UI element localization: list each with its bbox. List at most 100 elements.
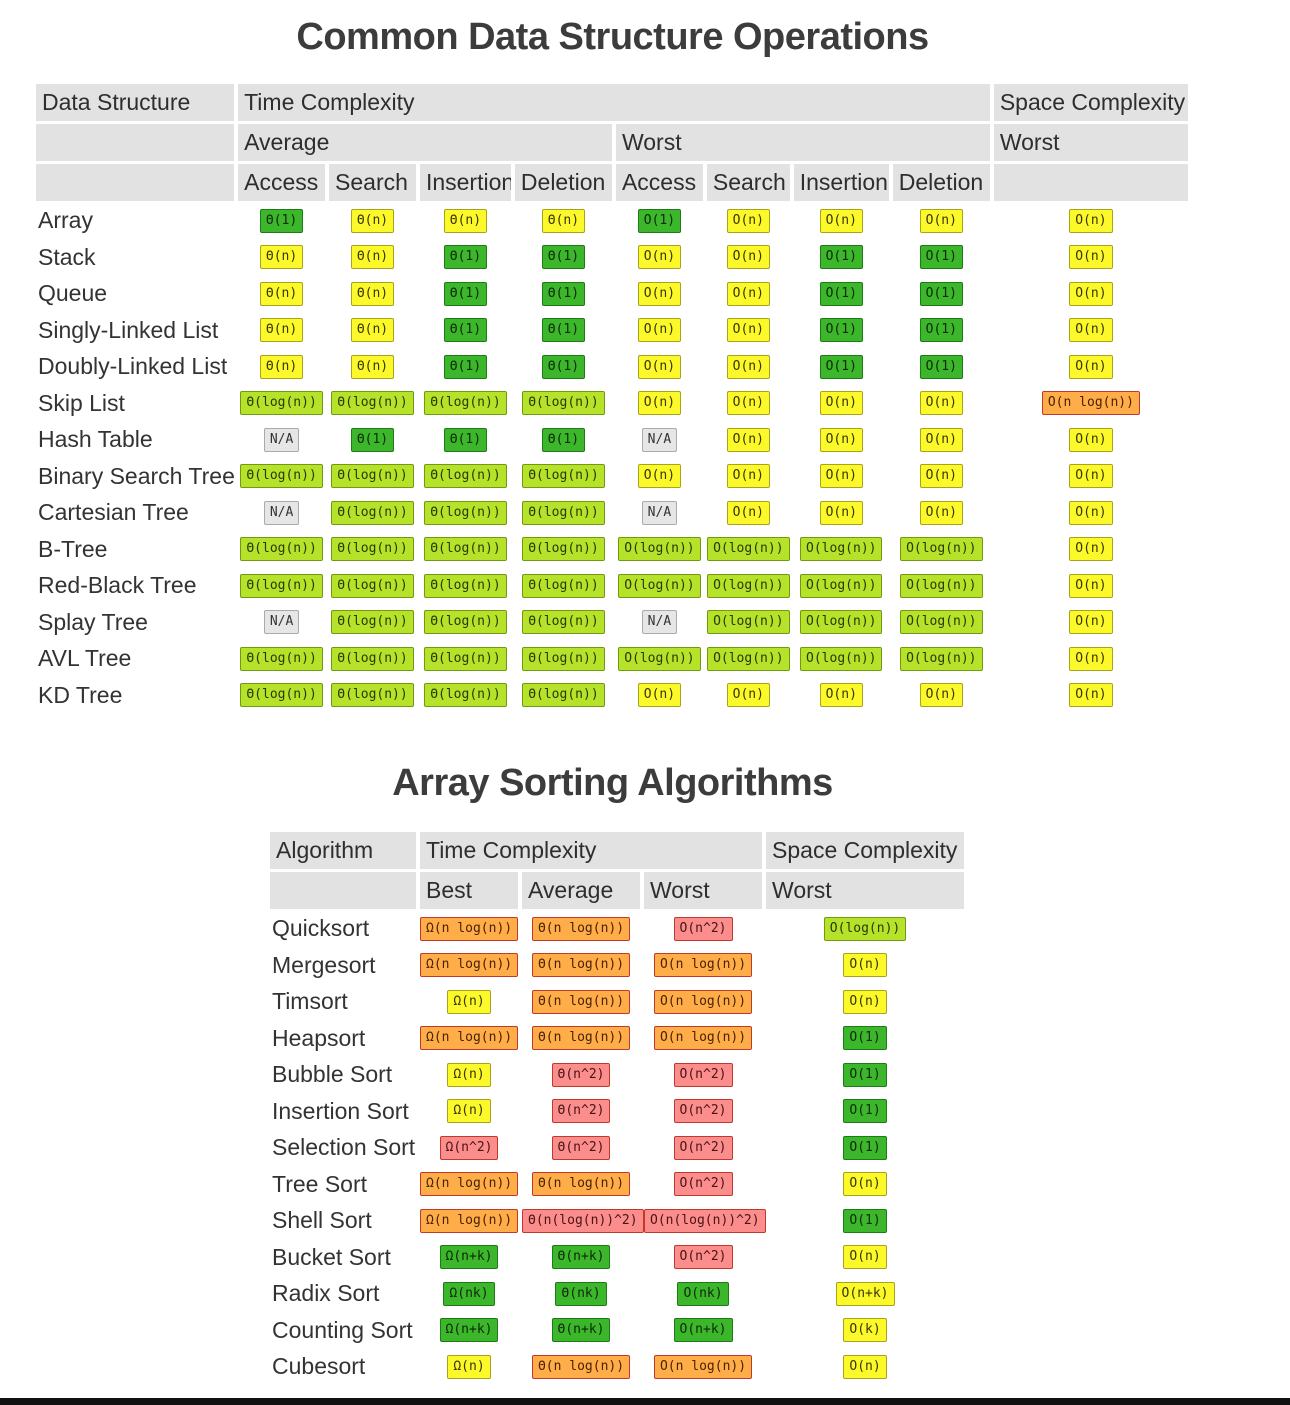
table-row: Bubble Sort Ω(n) Θ(n^2) O(n^2) O(1) bbox=[270, 1058, 964, 1092]
complexity-badge: O(n) bbox=[919, 208, 963, 233]
header-avg-deletion: Deletion bbox=[514, 164, 612, 201]
complexity-badge: O(1) bbox=[819, 318, 863, 343]
complexity-cell: O(n) bbox=[616, 387, 703, 421]
row-label: AVL Tree bbox=[38, 645, 132, 672]
complexity-badge: Θ(log(n)) bbox=[240, 646, 323, 671]
complexity-cell: O(n) bbox=[707, 277, 790, 311]
complexity-cell: N/A bbox=[238, 423, 325, 457]
complexity-cell: O(1) bbox=[616, 204, 703, 238]
complexity-badge: Ω(nk) bbox=[443, 1281, 495, 1306]
table-row: Cubesort Ω(n) Θ(n log(n)) O(n log(n)) O(n) bbox=[270, 1350, 964, 1384]
complexity-cell: O(log(n)) bbox=[707, 642, 790, 676]
row-label: Shell Sort bbox=[272, 1207, 372, 1234]
complexity-cell: Ω(n) bbox=[420, 1095, 518, 1129]
complexity-cell: Θ(log(n)) bbox=[238, 387, 325, 421]
complexity-badge: Θ(n) bbox=[259, 354, 304, 379]
complexity-badge: O(n) bbox=[637, 683, 682, 708]
header-best: Best bbox=[420, 872, 518, 909]
complexity-cell: O(log(n)) bbox=[616, 533, 703, 567]
complexity-badge: O(1) bbox=[919, 318, 963, 343]
complexity-badge: O(n) bbox=[726, 391, 770, 416]
complexity-cell: Θ(n(log(n))^2) bbox=[522, 1204, 644, 1238]
row-label: Splay Tree bbox=[38, 608, 148, 635]
header-time-complexity: Time Complexity bbox=[238, 84, 990, 121]
complexity-cell: O(log(n)) bbox=[794, 642, 889, 676]
complexity-cell: N/A bbox=[238, 496, 325, 530]
complexity-badge: O(n) bbox=[637, 318, 682, 343]
row-label: Hash Table bbox=[38, 426, 153, 453]
complexity-cell: O(n) bbox=[707, 314, 790, 348]
complexity-cell: Θ(1) bbox=[515, 314, 612, 348]
complexity-badge: Θ(n+k) bbox=[551, 1318, 611, 1343]
header-blank bbox=[36, 124, 235, 161]
complexity-badge: O(n) bbox=[726, 427, 770, 452]
complexity-badge: Ω(n) bbox=[447, 1354, 491, 1379]
complexity-badge: O(n) bbox=[1069, 683, 1113, 708]
table-row: B-Tree Θ(log(n)) Θ(log(n)) Θ(log(n)) Θ(log(n… bbox=[36, 533, 1188, 567]
complexity-badge: Θ(n log(n)) bbox=[531, 1026, 631, 1051]
complexity-cell: O(n) bbox=[893, 460, 990, 494]
complexity-cell: Θ(1) bbox=[515, 423, 612, 457]
complexity-cell: Θ(log(n)) bbox=[515, 606, 612, 640]
complexity-cell: Θ(1) bbox=[515, 241, 612, 275]
row-label: Array bbox=[38, 207, 93, 234]
complexity-cell: O(n) bbox=[994, 423, 1188, 457]
complexity-cell: O(n) bbox=[707, 496, 790, 530]
complexity-badge: O(1) bbox=[843, 1135, 887, 1160]
complexity-badge: Θ(n) bbox=[350, 208, 395, 233]
header-blank bbox=[993, 164, 1188, 201]
complexity-cell: O(1) bbox=[766, 1058, 964, 1092]
complexity-cell: Θ(1) bbox=[420, 423, 511, 457]
complexity-badge: O(n) bbox=[726, 464, 770, 489]
header-avg-search: Search bbox=[329, 164, 416, 201]
complexity-badge: O(n) bbox=[1069, 573, 1113, 598]
complexity-cell: O(n) bbox=[766, 985, 964, 1019]
complexity-cell: O(n) bbox=[616, 460, 703, 494]
complexity-badge: O(1) bbox=[843, 1099, 887, 1124]
complexity-cell: Θ(n) bbox=[515, 204, 612, 238]
complexity-badge: Ω(n+k) bbox=[439, 1245, 499, 1270]
complexity-cell: Θ(n log(n)) bbox=[522, 985, 640, 1019]
complexity-cell: O(n) bbox=[707, 423, 790, 457]
complexity-badge: O(n) bbox=[819, 464, 863, 489]
complexity-badge: O(n) bbox=[1069, 245, 1113, 270]
complexity-cell: O(log(n)) bbox=[616, 642, 703, 676]
complexity-cell: Ω(n) bbox=[420, 1058, 518, 1092]
complexity-badge: O(log(n)) bbox=[900, 573, 983, 598]
complexity-badge: O(n) bbox=[819, 427, 863, 452]
bottom-border-bar bbox=[0, 1398, 1290, 1405]
header-space-complexity: Space Complexity bbox=[993, 84, 1188, 121]
table-row: Hash Table N/A Θ(1) Θ(1) Θ(1) N/A O(n) O(n) O(n)… bbox=[36, 423, 1188, 457]
row-label: Insertion Sort bbox=[272, 1097, 409, 1124]
complexity-badge: Θ(n log(n)) bbox=[531, 1354, 631, 1379]
complexity-cell: Ω(n+k) bbox=[420, 1314, 518, 1348]
complexity-cell: Θ(n+k) bbox=[522, 1241, 640, 1275]
complexity-cell: O(log(n)) bbox=[794, 533, 889, 567]
complexity-cell: Θ(1) bbox=[420, 350, 511, 384]
complexity-badge: O(n) bbox=[843, 953, 887, 978]
complexity-cell: Θ(log(n)) bbox=[238, 642, 325, 676]
table-row: Doubly-Linked List Θ(n) Θ(n) Θ(1) Θ(1) O(n) O(… bbox=[36, 350, 1188, 384]
complexity-badge: O(n) bbox=[819, 391, 863, 416]
complexity-badge: O(n) bbox=[919, 391, 963, 416]
complexity-badge: N/A bbox=[641, 427, 678, 452]
complexity-cell: Θ(n) bbox=[329, 277, 416, 311]
row-label: Cubesort bbox=[272, 1353, 366, 1380]
complexity-badge: O(n) bbox=[919, 427, 963, 452]
complexity-cell: O(n) bbox=[794, 423, 889, 457]
complexity-cell: O(n) bbox=[616, 277, 703, 311]
complexity-badge: Θ(n) bbox=[541, 208, 586, 233]
complexity-cell: Θ(n log(n)) bbox=[522, 949, 640, 983]
complexity-badge: O(1) bbox=[819, 245, 863, 270]
complexity-cell: O(n) bbox=[994, 606, 1188, 640]
complexity-cell: O(n) bbox=[994, 460, 1188, 494]
complexity-badge: Θ(log(n)) bbox=[424, 610, 507, 635]
complexity-cell: Θ(log(n)) bbox=[238, 533, 325, 567]
complexity-badge: N/A bbox=[263, 610, 300, 635]
complexity-cell: O(n) bbox=[707, 679, 790, 713]
complexity-cell: Θ(1) bbox=[238, 204, 325, 238]
complexity-badge: Θ(1) bbox=[541, 427, 586, 452]
complexity-badge: O(n^2) bbox=[673, 1245, 733, 1270]
complexity-cell: O(1) bbox=[766, 1095, 964, 1129]
complexity-badge: Θ(1) bbox=[541, 281, 586, 306]
